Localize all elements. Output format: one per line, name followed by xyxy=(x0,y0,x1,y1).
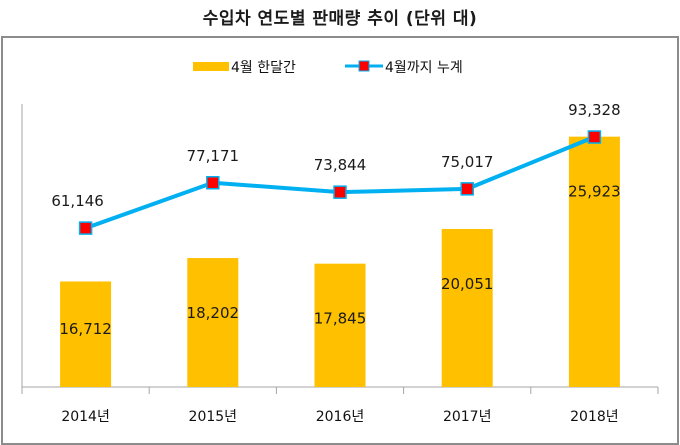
legend-line-marker xyxy=(358,60,370,72)
bar-value-label: 18,202 xyxy=(187,304,240,322)
bar-value-label: 16,712 xyxy=(59,320,112,338)
series-line xyxy=(84,135,596,230)
line-series xyxy=(78,130,602,235)
x-tick-label: 2015년 xyxy=(189,409,238,425)
bar xyxy=(441,228,493,387)
line-value-label: 73,844 xyxy=(314,156,367,174)
x-tick-label: 2016년 xyxy=(316,409,365,425)
line-value-label: 75,017 xyxy=(441,153,494,171)
bar-value-label: 20,051 xyxy=(441,275,494,293)
x-tick-label: 2017년 xyxy=(443,409,492,425)
bar-value-label: 17,845 xyxy=(314,310,367,328)
x-tick-label: 2014년 xyxy=(61,409,110,425)
x-tick-labels: 2014년 2015년 2016년 2017년 2018년 xyxy=(61,409,618,425)
bar-value-label: 25,923 xyxy=(568,183,621,201)
bar-series xyxy=(60,136,620,387)
line-marker xyxy=(206,176,220,190)
legend-bar-swatch xyxy=(193,62,229,71)
legend-bar-label: 4월 한달간 xyxy=(231,60,296,76)
bar xyxy=(314,263,366,387)
line-marker xyxy=(333,185,347,199)
bar xyxy=(60,281,112,387)
line-value-label: 93,328 xyxy=(568,101,621,119)
line-value-label: 77,171 xyxy=(187,147,240,165)
x-tick-label: 2018년 xyxy=(570,409,619,425)
chart-title: 수입차 연도별 판매량 추이 (단위 대) xyxy=(202,9,478,29)
legend-line-label: 4월까지 누계 xyxy=(385,60,463,76)
bar xyxy=(568,136,620,387)
data-labels: 16,712 18,202 17,845 20,051 25,923 61,146 77,1… xyxy=(51,101,620,338)
legend: 4월 한달간 4월까지 누계 xyxy=(193,60,463,76)
line-marker xyxy=(78,221,93,235)
bar xyxy=(187,258,239,387)
line-marker xyxy=(587,130,602,144)
line-marker xyxy=(460,182,474,196)
line-value-label: 61,146 xyxy=(51,192,104,210)
